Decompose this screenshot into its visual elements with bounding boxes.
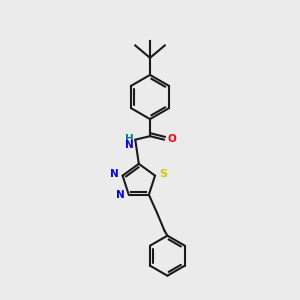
- Text: N: N: [110, 169, 119, 179]
- Text: H: H: [125, 134, 134, 144]
- Text: S: S: [159, 169, 167, 179]
- Text: O: O: [167, 134, 176, 144]
- Text: N: N: [125, 140, 134, 150]
- Text: N: N: [116, 190, 125, 200]
